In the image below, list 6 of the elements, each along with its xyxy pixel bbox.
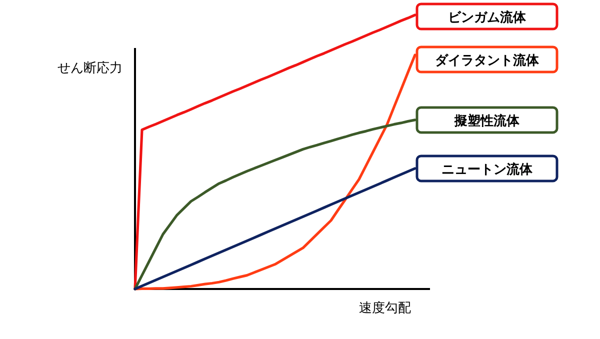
series-label: ダイラタント流体 [435,52,540,68]
y-axis-title: せん断応力 [58,60,122,76]
x-axis-title: 速度勾配 [359,300,411,316]
text: ニュートン流体 [442,161,534,178]
text: 擬塑性流体 [454,112,520,129]
text: ビンガム流体 [448,10,527,26]
